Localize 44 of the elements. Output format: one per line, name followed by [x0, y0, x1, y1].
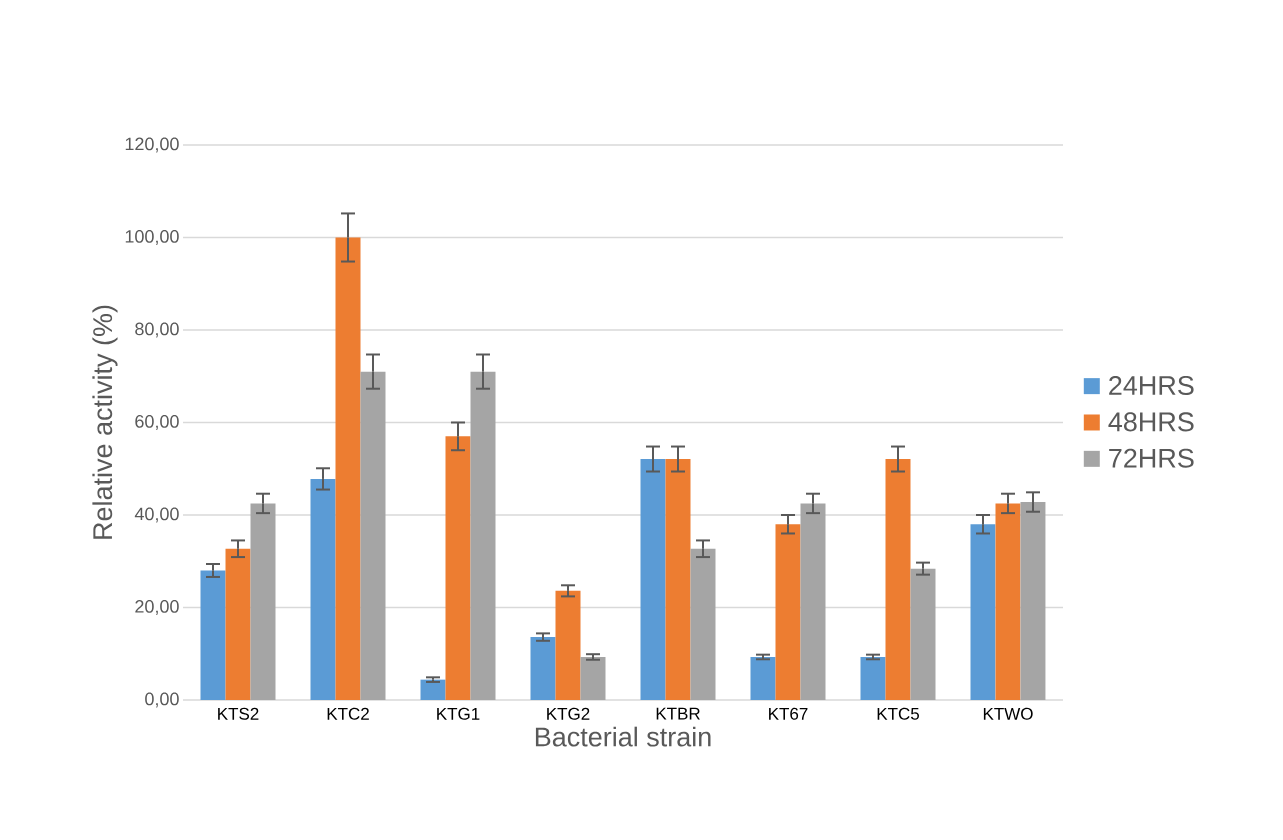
bar: [885, 459, 911, 700]
bar: [555, 590, 581, 700]
bar: [420, 679, 446, 700]
y-tick-label: 80,00: [135, 322, 179, 338]
x-tick-label: KT67: [769, 707, 808, 720]
x-axis-title: Bacterial strain: [535, 726, 711, 747]
bar: [800, 503, 826, 700]
legend-label: 24HRS: [1109, 375, 1194, 396]
y-tick-label: 120,00: [125, 137, 179, 153]
bar: [910, 568, 936, 700]
bar: [995, 503, 1021, 700]
bar: [775, 524, 801, 700]
bar: [200, 570, 226, 700]
bar: [970, 524, 996, 700]
bar: [470, 371, 496, 700]
y-tick-label: 40,00: [134, 507, 179, 523]
bar: [690, 548, 716, 700]
x-tick-label: KTS2: [218, 707, 259, 720]
bar: [250, 503, 276, 700]
y-axis-title: Relative activity (%): [92, 305, 118, 539]
y-tick-label: 60,00: [135, 415, 179, 430]
y-tick-label: 0,00: [145, 692, 179, 708]
x-tick-label: KTG2: [547, 707, 590, 720]
legend-label: 72HRS: [1109, 448, 1194, 468]
bar: [860, 656, 886, 700]
y-tick-label: 20,00: [135, 600, 179, 615]
bar: [640, 459, 666, 700]
bar: [335, 237, 361, 700]
bar: [225, 548, 251, 700]
bar: [445, 436, 471, 700]
y-tick-label: 100,00: [125, 230, 179, 245]
legend-label: 48HRS: [1108, 412, 1194, 432]
bar: [580, 656, 606, 700]
bar: [530, 637, 556, 700]
x-tick-label: KTG1: [437, 707, 480, 720]
bar: [665, 459, 691, 700]
bar: [310, 478, 336, 700]
bar: [1020, 502, 1046, 700]
x-tick-label: KTC2: [327, 707, 369, 720]
bar: [750, 656, 776, 700]
x-tick-label: KTC5: [877, 707, 920, 720]
x-tick-label: KTBR: [656, 707, 700, 720]
x-tick-label: KTWO: [983, 707, 1033, 720]
bar: [360, 371, 386, 700]
